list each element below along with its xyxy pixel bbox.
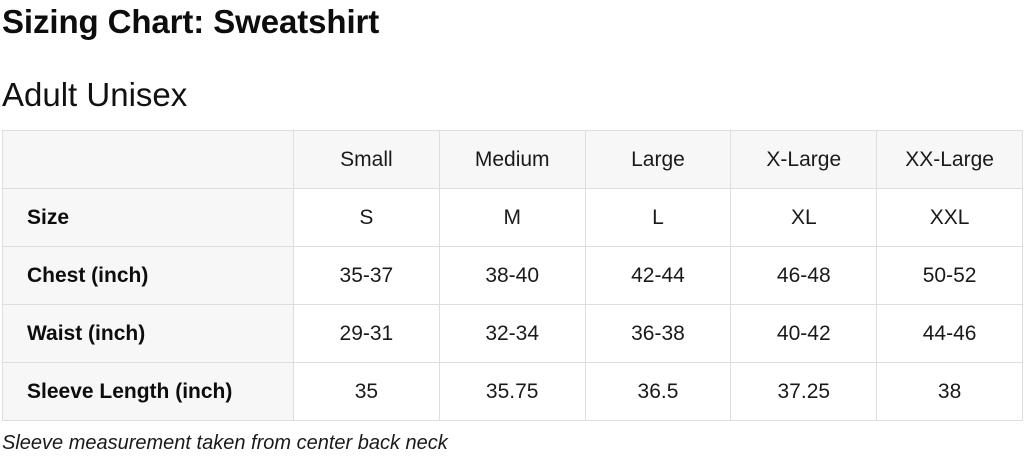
sizing-table: Small Medium Large X-Large XX-Large Size… [2,130,1023,421]
cell-size-xx-large: XXL [876,188,1023,247]
sizing-table-container: Small Medium Large X-Large XX-Large Size… [2,130,1023,421]
column-header-small: Small [293,130,440,189]
table-body: Size S M L XL XXL Chest (inch) 35-37 38-… [2,188,1023,421]
page-title: Sizing Chart: Sweatshirt [2,3,380,40]
cell-sleeve-xx-large: 38 [876,362,1023,421]
cell-chest-small: 35-37 [293,246,440,305]
table-row: Sleeve Length (inch) 35 35.75 36.5 37.25… [2,362,1023,421]
cell-sleeve-medium: 35.75 [438,362,586,421]
table-row: Size S M L XL XXL [2,188,1023,247]
table-row: Waist (inch) 29-31 32-34 36-38 40-42 44-… [2,304,1023,363]
cell-waist-large: 36-38 [584,304,732,363]
row-label-sleeve-length: Sleeve Length (inch) [2,362,294,421]
cell-size-large: L [584,188,732,247]
cell-sleeve-large: 36.5 [584,362,732,421]
table-header-row: Small Medium Large X-Large XX-Large [2,130,1023,189]
cell-size-x-large: XL [730,188,878,247]
cell-waist-medium: 32-34 [438,304,586,363]
column-header-xx-large: XX-Large [876,130,1023,189]
cell-chest-xx-large: 50-52 [876,246,1023,305]
page-subtitle: Adult Unisex [2,76,188,113]
row-label-waist: Waist (inch) [2,304,294,363]
column-header-medium: Medium [438,130,586,189]
cell-chest-x-large: 46-48 [730,246,878,305]
cell-chest-large: 42-44 [584,246,732,305]
table-corner-cell [2,130,294,189]
row-label-size: Size [2,188,294,247]
row-label-chest: Chest (inch) [2,246,294,305]
table-header: Small Medium Large X-Large XX-Large [2,130,1023,189]
cell-sleeve-small: 35 [293,362,440,421]
column-header-large: Large [584,130,732,189]
cell-size-small: S [293,188,440,247]
cell-chest-medium: 38-40 [438,246,586,305]
cell-sleeve-x-large: 37.25 [730,362,878,421]
cell-size-medium: M [438,188,586,247]
table-row: Chest (inch) 35-37 38-40 42-44 46-48 50-… [2,246,1023,305]
column-header-x-large: X-Large [730,130,878,189]
sleeve-measurement-footnote: Sleeve measurement taken from center bac… [2,432,448,454]
cell-waist-xx-large: 44-46 [876,304,1023,363]
cell-waist-small: 29-31 [293,304,440,363]
cell-waist-x-large: 40-42 [730,304,878,363]
